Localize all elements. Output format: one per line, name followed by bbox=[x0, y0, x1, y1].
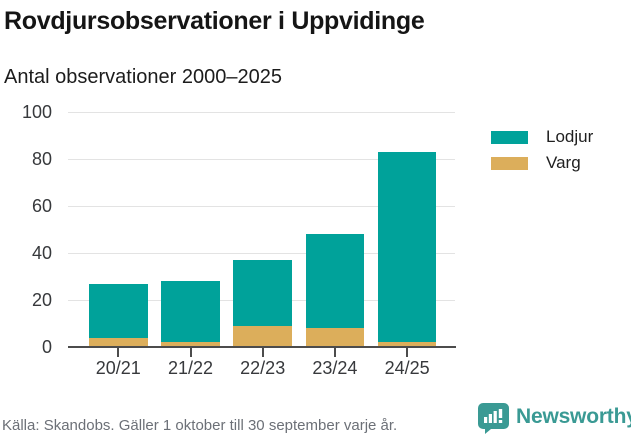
plot-area bbox=[68, 111, 455, 347]
chart-title: Rovdjursobservationer i Uppvidinge bbox=[4, 7, 425, 35]
bar-segment-lodjur-23-24 bbox=[305, 234, 365, 329]
bar-segment-varg-24-25 bbox=[377, 342, 437, 347]
newsworthy-logo: Newsworthy bbox=[478, 403, 631, 439]
bar-segment-varg-23-24 bbox=[305, 328, 365, 347]
x-tick-label-24-25: 24/25 bbox=[384, 358, 430, 378]
gridline-80 bbox=[68, 158, 455, 160]
y-tick-label-0: 0 bbox=[41, 337, 52, 357]
y-tick-label-20: 20 bbox=[31, 290, 52, 310]
x-tick-20-21 bbox=[117, 348, 120, 357]
newsworthy-logo-text: Newsworthy bbox=[516, 405, 631, 428]
bar-segment-varg-20-21 bbox=[89, 337, 148, 347]
legend-item-varg: Varg bbox=[491, 153, 593, 172]
x-tick-label-22-23: 22/23 bbox=[240, 358, 286, 378]
legend-label-varg: Varg bbox=[546, 153, 581, 172]
y-axis-labels: 0 20 40 60 80 100 bbox=[0, 103, 58, 356]
bar-segment-lodjur-20-21 bbox=[89, 283, 148, 338]
newsworthy-logo-icon bbox=[478, 403, 509, 439]
x-tick-24-25 bbox=[406, 348, 409, 357]
y-tick-label-60: 60 bbox=[31, 196, 52, 216]
x-tick-22-23 bbox=[261, 348, 264, 357]
legend-swatch-varg bbox=[491, 156, 528, 170]
legend-item-lodjur: Lodjur bbox=[491, 127, 594, 146]
x-axis: 20/21 21/22 22/23 23/24 24/25 bbox=[68, 346, 455, 386]
x-tick-label-23-24: 23/24 bbox=[312, 358, 358, 378]
x-axis-line bbox=[68, 345, 456, 348]
source-note: Källa: Skandobs. Gäller 1 oktober till 3… bbox=[2, 417, 398, 434]
gridline-40 bbox=[68, 252, 455, 254]
legend-label-lodjur: Lodjur bbox=[546, 127, 594, 146]
bar-segment-lodjur-22-23 bbox=[233, 260, 292, 326]
gridline-60 bbox=[68, 205, 455, 207]
legend-swatch-lodjur bbox=[491, 130, 528, 144]
y-tick-label-40: 40 bbox=[31, 243, 52, 263]
bar-segment-lodjur-24-25 bbox=[377, 151, 437, 343]
x-tick-21-22 bbox=[189, 348, 192, 357]
bar-segment-lodjur-21-22 bbox=[161, 281, 220, 343]
bar-segment-varg-22-23 bbox=[233, 325, 292, 347]
legend: Lodjur Varg bbox=[491, 127, 594, 182]
chart-subtitle: Antal observationer 2000–2025 bbox=[4, 66, 282, 88]
gridline-100 bbox=[68, 111, 455, 113]
x-tick-23-24 bbox=[333, 348, 336, 357]
x-tick-label-21-22: 21/22 bbox=[167, 358, 214, 378]
x-tick-label-20-21: 20/21 bbox=[95, 358, 141, 378]
y-tick-label-80: 80 bbox=[31, 149, 52, 169]
bar-segment-varg-21-22 bbox=[161, 342, 220, 347]
y-tick-label-100: 100 bbox=[21, 102, 52, 122]
